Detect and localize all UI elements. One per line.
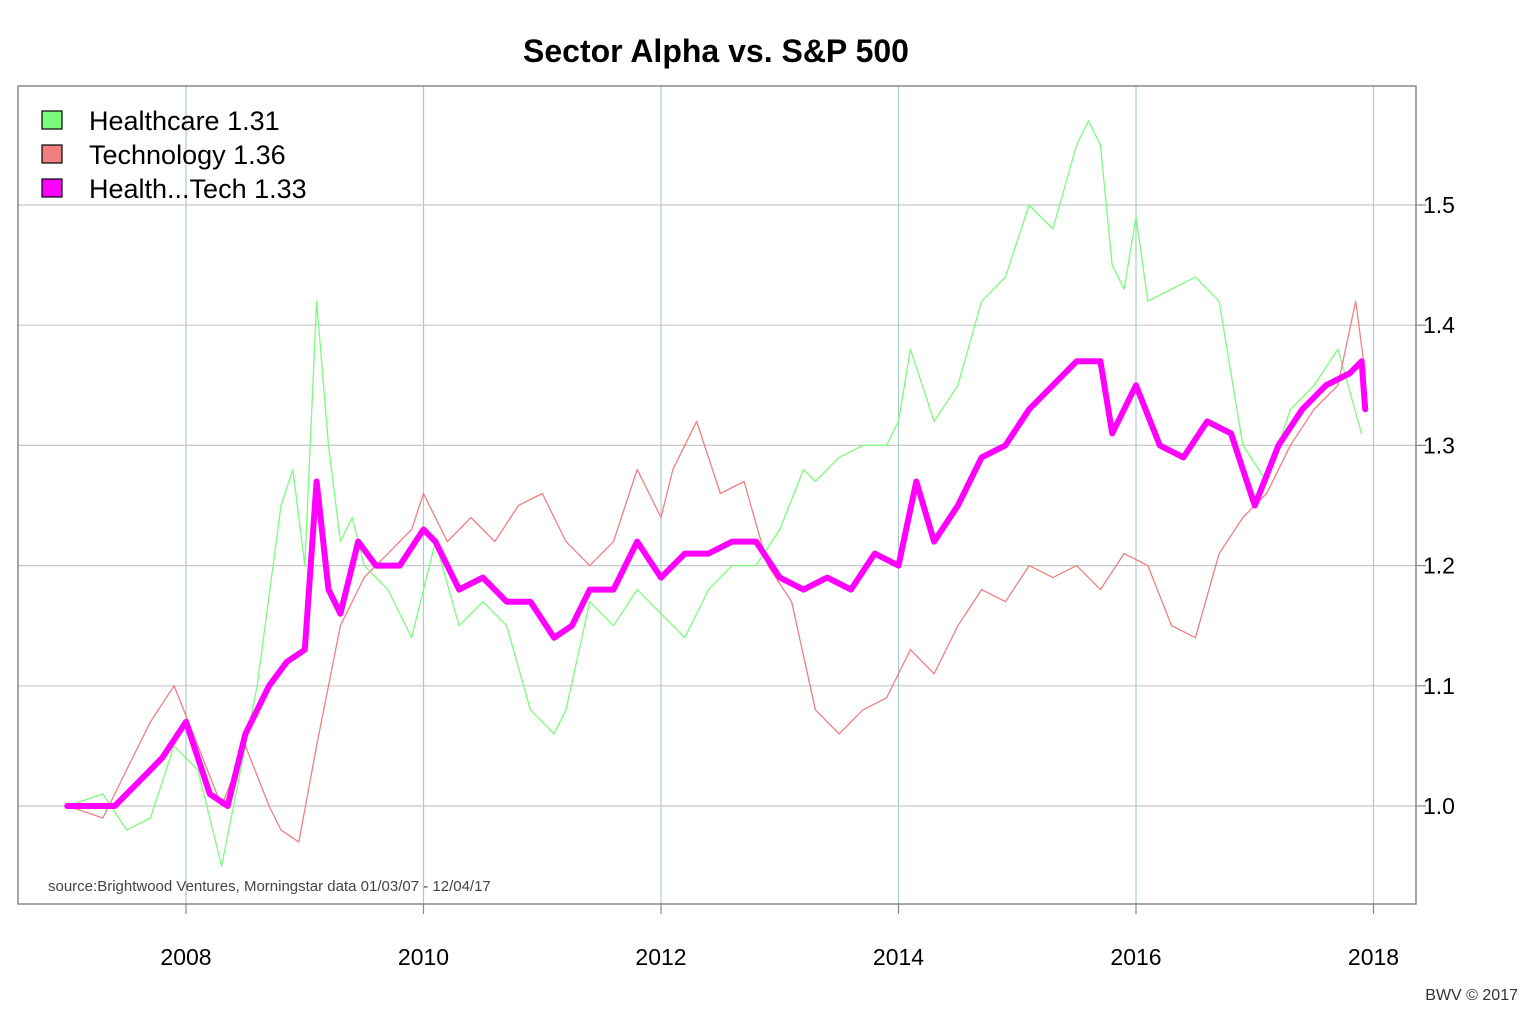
series-line-1 bbox=[66, 120, 1363, 867]
legend-swatch-3 bbox=[41, 178, 63, 198]
x-tick-label-2016: 2016 bbox=[1110, 944, 1161, 970]
chart-title: Sector Alpha vs. S&P 500 bbox=[523, 33, 909, 69]
x-tick-label-2010: 2010 bbox=[398, 944, 449, 970]
x-tick-label-2012: 2012 bbox=[635, 944, 686, 970]
y-tick-label-1.0: 1.0 bbox=[1423, 793, 1455, 819]
legend-swatch-1 bbox=[41, 110, 63, 130]
x-tick-label-2018: 2018 bbox=[1348, 944, 1399, 970]
x-tick-label-2008: 2008 bbox=[160, 944, 211, 970]
source-note: source:Brightwood Ventures, Morningstar … bbox=[48, 878, 491, 895]
series-line-2 bbox=[66, 300, 1366, 843]
series-lines bbox=[64, 120, 1369, 867]
legend-label-2: Technology 1.36 bbox=[89, 140, 286, 170]
series-line-3 bbox=[64, 358, 1369, 809]
plot-border bbox=[17, 85, 1417, 905]
legend-label-3: Health...Tech 1.33 bbox=[89, 174, 307, 204]
x-axis: 2008 2010 2012 2014 2016 2018 bbox=[160, 904, 1399, 970]
y-tick-label-1.5: 1.5 bbox=[1423, 192, 1455, 218]
legend: Healthcare 1.31 Technology 1.36 Health...T… bbox=[41, 106, 307, 204]
y-tick-label-1.4: 1.4 bbox=[1423, 312, 1455, 338]
x-tick-label-2014: 2014 bbox=[873, 944, 924, 970]
grid bbox=[18, 86, 1416, 904]
y-tick-label-1.3: 1.3 bbox=[1423, 432, 1455, 458]
credit: BWV © 2017 bbox=[1425, 987, 1518, 1004]
y-tick-label-1.1: 1.1 bbox=[1423, 673, 1455, 699]
y-axis: 1.0 1.1 1.2 1.3 1.4 1.5 bbox=[1416, 192, 1455, 819]
legend-swatch-2 bbox=[41, 144, 63, 164]
legend-label-1: Healthcare 1.31 bbox=[89, 106, 280, 136]
y-tick-label-1.2: 1.2 bbox=[1423, 553, 1455, 579]
